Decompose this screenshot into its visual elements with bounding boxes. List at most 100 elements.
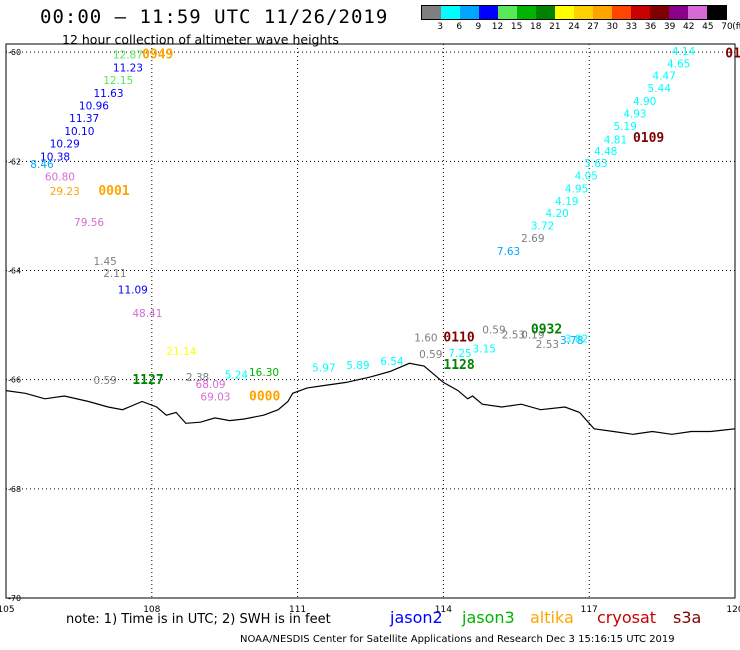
time-label: 1128 [443,358,474,373]
swh-label: 4.93 [623,109,646,121]
time-label: 0001 [98,184,129,199]
swh-label: 29.23 [50,186,80,198]
page-subtitle: 12 hour collection of altimeter wave hei… [62,32,339,47]
lat-tick-label: -66 [8,376,21,385]
swh-label: 5.89 [346,360,369,372]
time-label: 0108 [725,47,740,62]
page-title: 00:00 – 11:59 UTC 11/26/2019 [40,6,389,28]
swh-label: 5.19 [614,121,637,133]
colorbar-swatch [612,6,631,19]
colorbar-tick: 36 [644,22,657,32]
swh-label: 11.23 [113,62,143,74]
swh-label: 69.03 [200,391,230,403]
swh-label: 16.30 [249,367,279,379]
observation-labels: 12.8711.2312.1511.6310.9611.3710.1010.29… [30,46,695,403]
colorbar-tick: 18 [530,22,542,32]
colorbar-swatch [441,6,460,19]
colorbar-swatch [555,6,574,19]
swh-label: 5.63 [584,158,607,170]
colorbar-tick: 30 [606,22,618,32]
colorbar-tick: 15 [510,22,523,32]
time-labels: 0949 0001 1127 0000 0110 1128 0932 0108 0109 [98,47,740,405]
colorbar-swatch [593,6,612,19]
swh-label: 0.59 [93,375,116,387]
swh-label: 5.44 [648,83,672,95]
swh-label: 4.47 [652,70,675,82]
swh-label: 0.59 [482,324,505,336]
lat-tick-label: -60 [8,48,21,57]
swh-label: 4.20 [545,208,568,220]
swh-label: 5.24 [225,370,249,382]
swh-label: 4.65 [667,58,690,70]
legend-item: cryosat [597,608,657,627]
swh-label: 11.09 [118,284,148,296]
swh-label: 3.78 [560,335,583,347]
swh-label: 2.38 [186,372,209,384]
time-label: 1127 [132,373,163,388]
time-label: 0000 [249,389,280,404]
swh-label: 10.10 [64,126,94,138]
colorbar-tick: 21 [549,22,561,32]
wave-height-colorbar [421,5,727,20]
colorbar-tick: 33 [625,22,638,32]
swh-label: 4.81 [604,134,627,146]
colorbar-swatch [460,6,479,19]
colorbar-tick: 45 [702,22,714,32]
lon-tick-label: 108 [143,605,160,615]
colorbar-swatch [574,6,593,19]
swh-label: 3.15 [473,343,496,355]
lat-tick-label: -62 [8,157,21,166]
swh-label: 1.45 [93,256,116,268]
legend-item: jason3 [462,608,515,627]
colorbar-swatch [631,6,650,19]
swh-label: 4.95 [565,183,588,195]
legend-item: jason2 [390,608,443,627]
colorbar-swatch [669,6,688,19]
swh-label: 12.15 [103,75,133,87]
lat-tick-label: -68 [8,485,21,494]
colorbar-tick: 27 [587,22,599,32]
colorbar-swatch [707,6,726,19]
swh-label: 5.97 [312,362,335,374]
colorbar-tick: 6 [456,22,463,32]
time-label: 0110 [443,330,474,345]
map-axis-labels: 105 108 111 114 117 120 -60 -62 -64 -66 -68 -70 [0,48,740,615]
map-border [5,43,736,599]
time-label: 0932 [531,322,562,337]
swh-label: 4.90 [633,96,656,108]
lon-tick-label: 120 [726,605,740,615]
coastline [5,362,736,435]
lon-tick-label: 114 [435,605,452,615]
lon-tick-label: 105 [0,605,15,615]
swh-label: 4.48 [594,146,617,158]
note-text: note: 1) Time is in UTC; 2) SWH is in fe… [66,612,331,627]
legend-item: s3a [673,608,702,627]
colorbar-swatch [536,6,555,19]
swh-label: 11.37 [69,113,99,125]
map-frame [5,43,736,599]
swh-label: 7.25 [448,348,471,360]
colorbar-swatch [479,6,498,19]
colorbar-swatch [517,6,536,19]
swh-label: 1.60 [414,332,437,344]
swh-label: 60.80 [45,171,75,183]
swh-label: 68.09 [196,379,226,391]
colorbar-tick: 24 [568,22,580,32]
lat-tick-label: -64 [8,267,21,276]
colorbar-tick: 3 [437,22,443,32]
colorbar-tick: 9 [475,22,482,32]
colorbar-tick: 42 [683,22,695,32]
colorbar-swatch [650,6,669,19]
legend-item: altika [530,608,574,627]
lon-tick-label: 111 [289,605,306,615]
colorbar-tick: 12 [491,22,504,32]
swh-label: 48.41 [132,308,162,320]
colorbar-swatch [498,6,517,19]
lon-tick-label: 117 [581,605,598,615]
colorbar-swatch [688,6,707,19]
colorbar-tick: 39 [663,22,676,32]
swh-label: 10.29 [50,139,80,151]
time-label: 0949 [142,48,173,63]
